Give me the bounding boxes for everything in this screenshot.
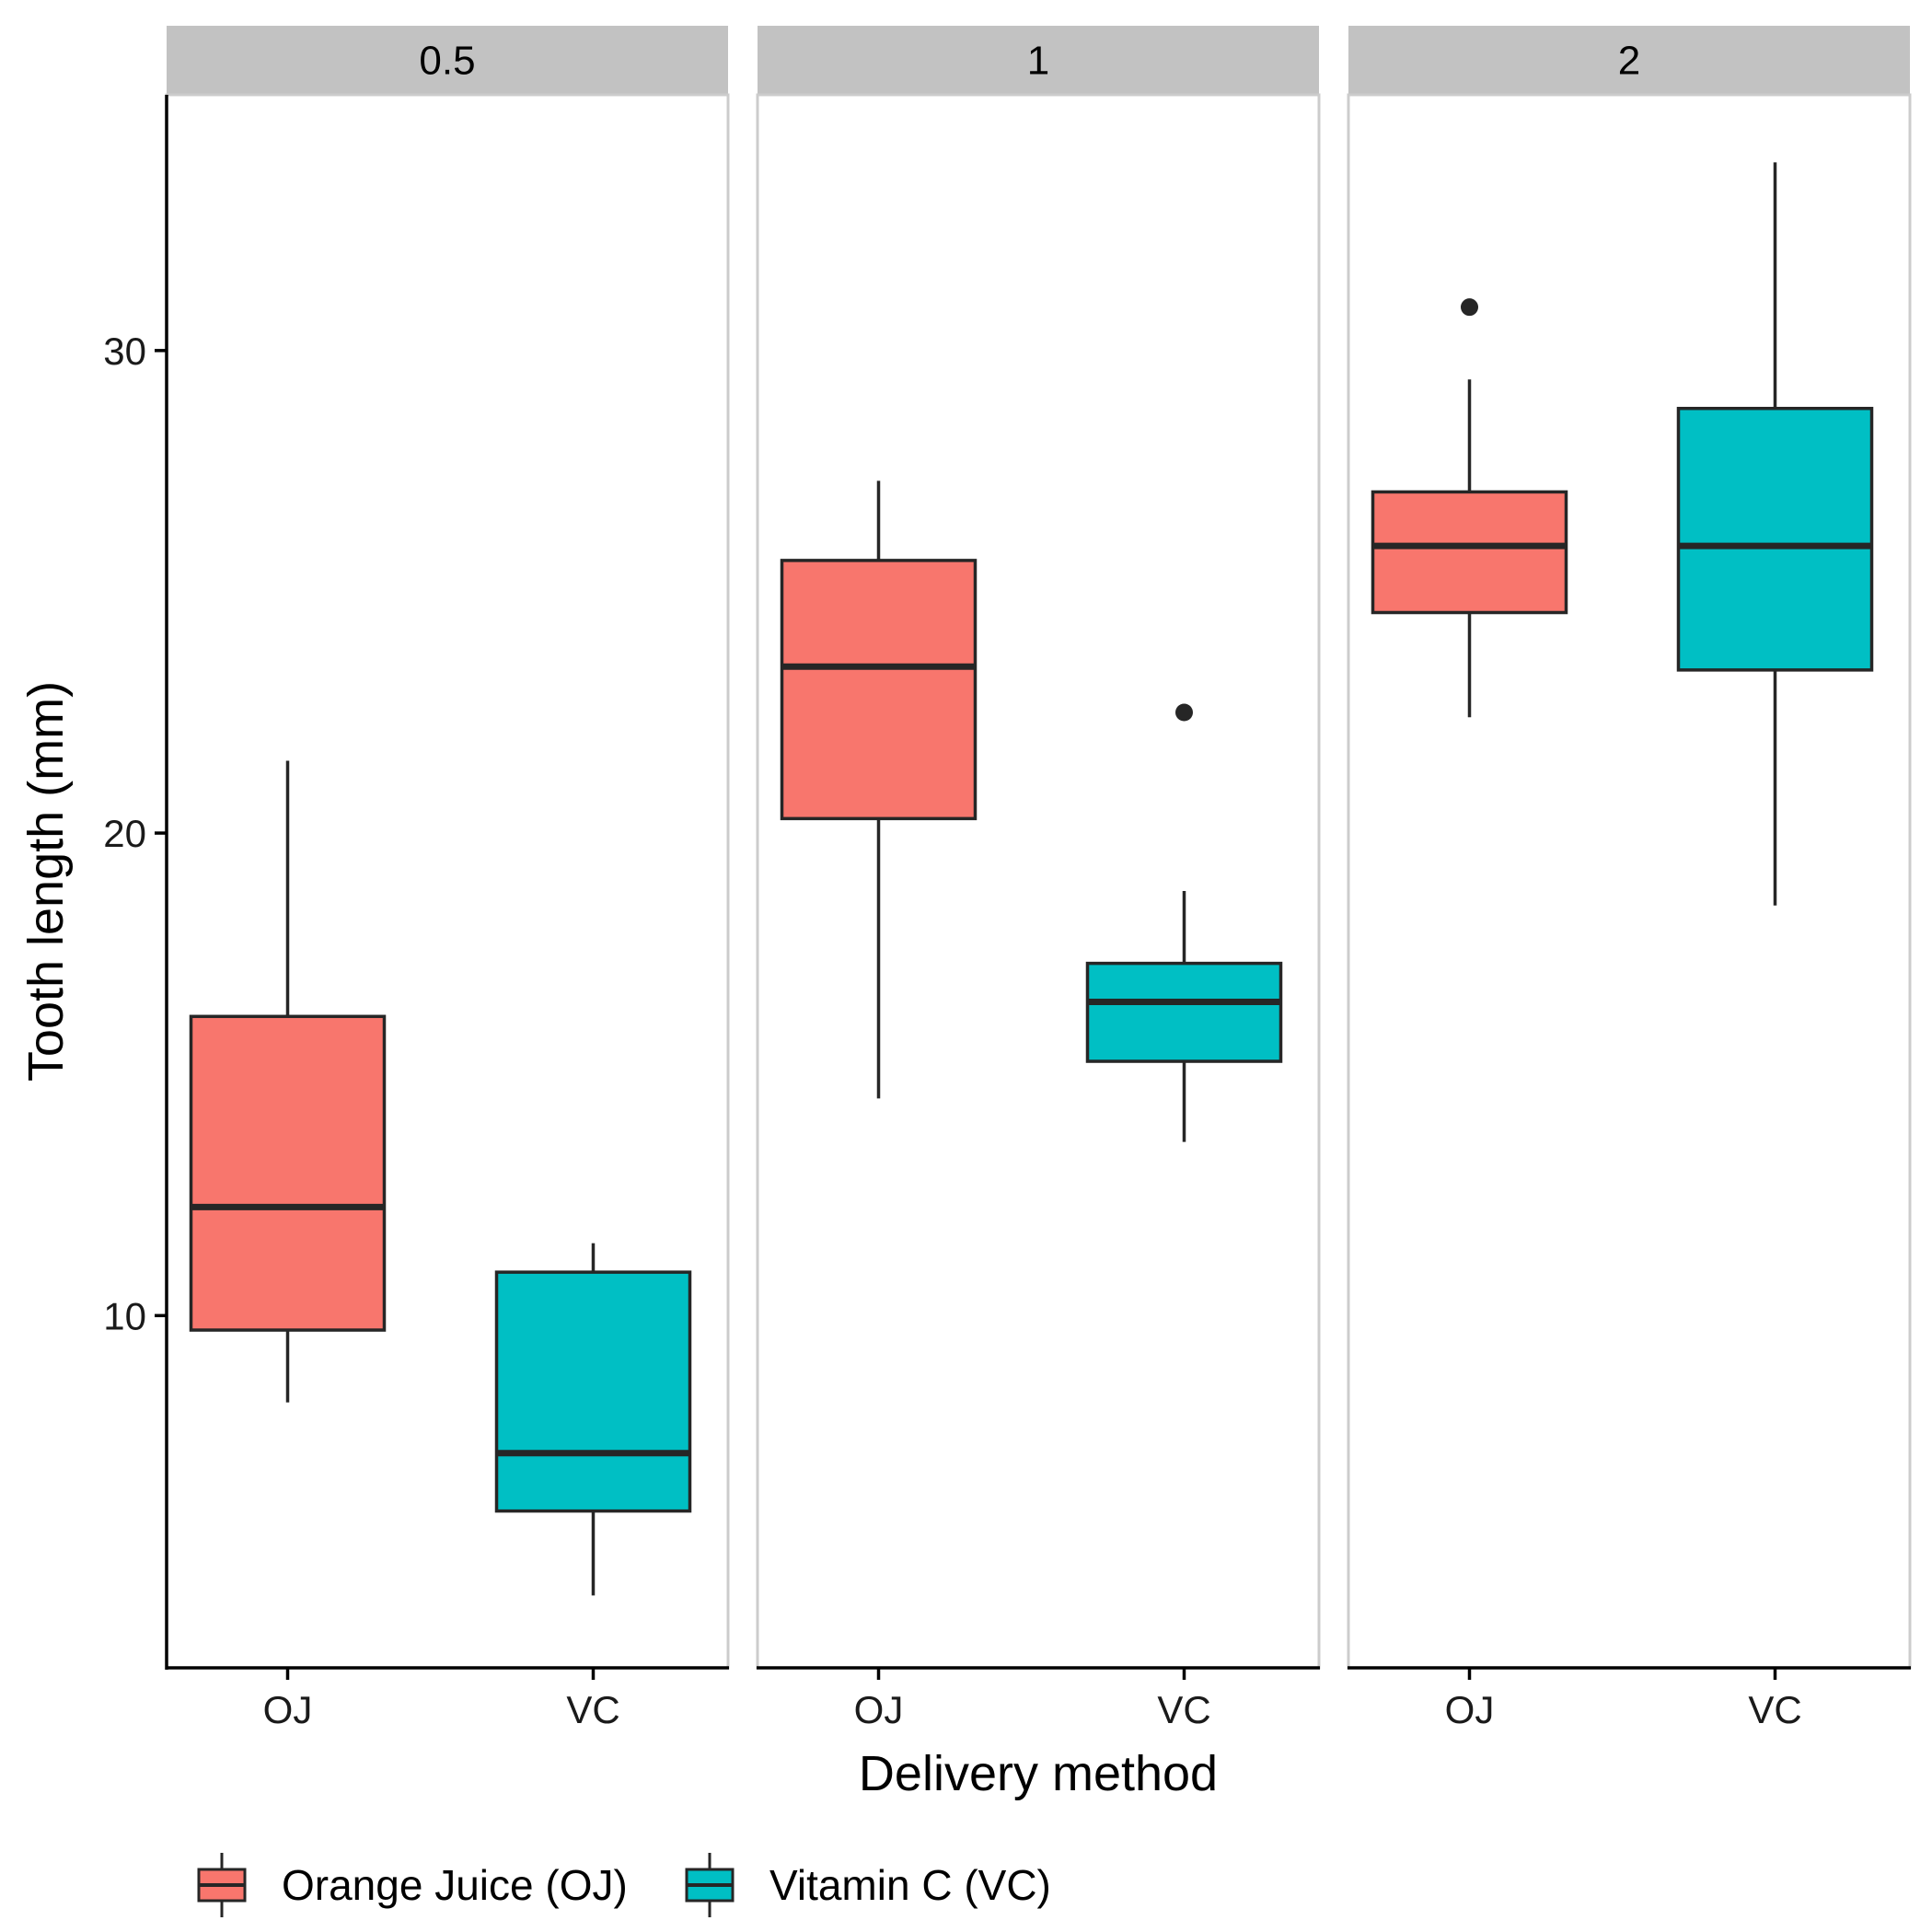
iqr-box <box>1085 961 1283 1063</box>
legend-item-vc: Vitamin C (VC) <box>685 1853 1051 1917</box>
outlier-point <box>1461 298 1478 317</box>
y-axis: 10 20 30 <box>103 95 168 1670</box>
x-tick-label: OJ <box>854 1688 904 1731</box>
y-axis-title: Tooth length (mm) <box>18 681 74 1082</box>
facet-strip <box>167 26 728 95</box>
box-vc: VC <box>1676 162 1874 1731</box>
facet-strip <box>1348 26 1910 95</box>
x-tick-label: VC <box>1157 1688 1210 1731</box>
iqr-box <box>494 1270 692 1513</box>
facets: 0.5 OJ VC 1 OJ VC 2 OJ VC <box>165 26 1912 1731</box>
facet-label: 2 <box>1618 39 1640 84</box>
panel-border <box>1347 93 1912 1670</box>
legend-label: Vitamin C (VC) <box>769 1861 1051 1909</box>
iqr-box <box>780 559 978 821</box>
iqr-box <box>1371 490 1568 615</box>
iqr-box <box>189 1014 387 1332</box>
y-tick-label: 30 <box>103 330 146 373</box>
y-tick-label: 20 <box>103 812 146 855</box>
box-oj: OJ <box>1371 298 1568 1731</box>
box-vc: VC <box>1085 703 1283 1731</box>
box-oj: OJ <box>780 480 978 1731</box>
x-tick-label: VC <box>566 1688 619 1731</box>
facet-label: 1 <box>1027 39 1049 84</box>
facet-panel: 1 OJ VC <box>756 26 1321 1731</box>
x-tick-label: OJ <box>263 1688 313 1731</box>
facet-strip <box>758 26 1319 95</box>
x-tick-label: OJ <box>1445 1688 1495 1731</box>
facet-panel: 2 OJ VC <box>1347 26 1912 1731</box>
x-axis-title: Delivery method <box>859 1746 1218 1801</box>
x-tick-label: VC <box>1748 1688 1801 1731</box>
legend-item-oj: Orange Juice (OJ) <box>197 1853 628 1917</box>
box-vc: VC <box>494 1243 692 1731</box>
box-oj: OJ <box>189 760 387 1731</box>
y-tick-label: 10 <box>103 1294 146 1337</box>
outlier-point <box>1175 703 1193 722</box>
iqr-box <box>1676 407 1874 672</box>
legend-label: Orange Juice (OJ) <box>282 1861 628 1909</box>
facet-label: 0.5 <box>419 39 475 84</box>
panel-border <box>756 93 1321 1670</box>
legend: Orange Juice (OJ) Vitamin C (VC) <box>197 1853 1051 1917</box>
facet-panel: 0.5 OJ VC <box>165 26 730 1731</box>
